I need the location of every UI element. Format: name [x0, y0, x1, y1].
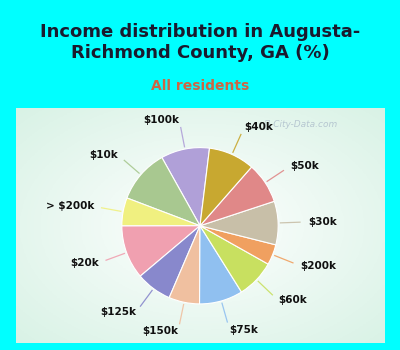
Wedge shape [162, 148, 210, 226]
Text: $10k: $10k [90, 150, 118, 160]
Text: $150k: $150k [142, 326, 178, 336]
Wedge shape [200, 226, 242, 304]
Wedge shape [140, 226, 200, 298]
Wedge shape [169, 226, 200, 304]
Wedge shape [200, 148, 252, 226]
Text: $40k: $40k [244, 122, 273, 132]
Text: $125k: $125k [100, 307, 136, 317]
Wedge shape [200, 201, 278, 245]
Text: $50k: $50k [290, 161, 319, 171]
Text: $200k: $200k [300, 261, 336, 271]
Text: All residents: All residents [151, 79, 249, 93]
Text: $20k: $20k [70, 258, 99, 268]
Text: $30k: $30k [308, 217, 336, 227]
Text: > $200k: > $200k [46, 201, 94, 211]
Wedge shape [122, 226, 200, 276]
Text: $75k: $75k [230, 324, 258, 335]
Wedge shape [122, 198, 200, 226]
Text: $100k: $100k [143, 115, 179, 125]
Text: ⓘ City-Data.com: ⓘ City-Data.com [265, 120, 337, 129]
Text: Income distribution in Augusta-
Richmond County, GA (%): Income distribution in Augusta- Richmond… [40, 23, 360, 62]
Wedge shape [200, 226, 276, 264]
Wedge shape [200, 167, 274, 226]
Wedge shape [200, 226, 268, 292]
Text: $60k: $60k [278, 295, 307, 305]
Wedge shape [127, 158, 200, 226]
